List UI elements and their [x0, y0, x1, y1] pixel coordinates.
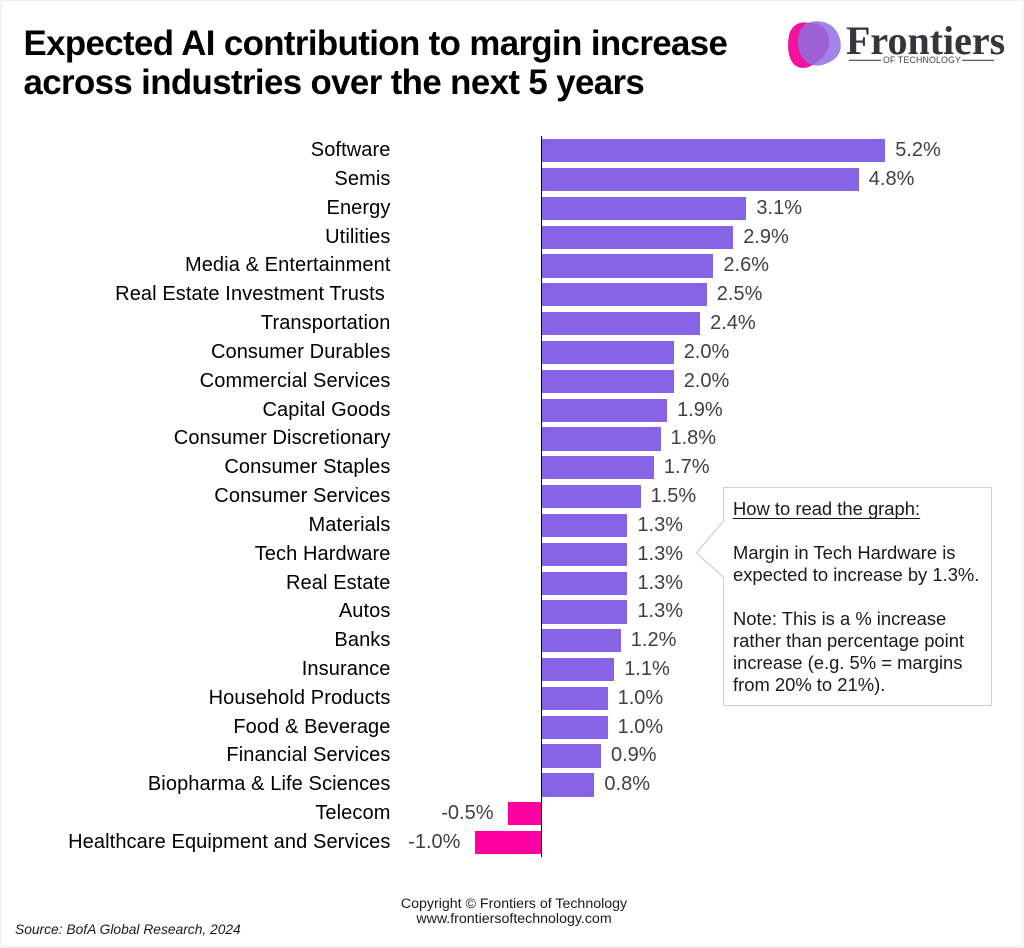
svg-text:Frontiers: Frontiers — [846, 18, 1005, 63]
svg-text:OF TECHNOLOGY: OF TECHNOLOGY — [883, 55, 961, 65]
